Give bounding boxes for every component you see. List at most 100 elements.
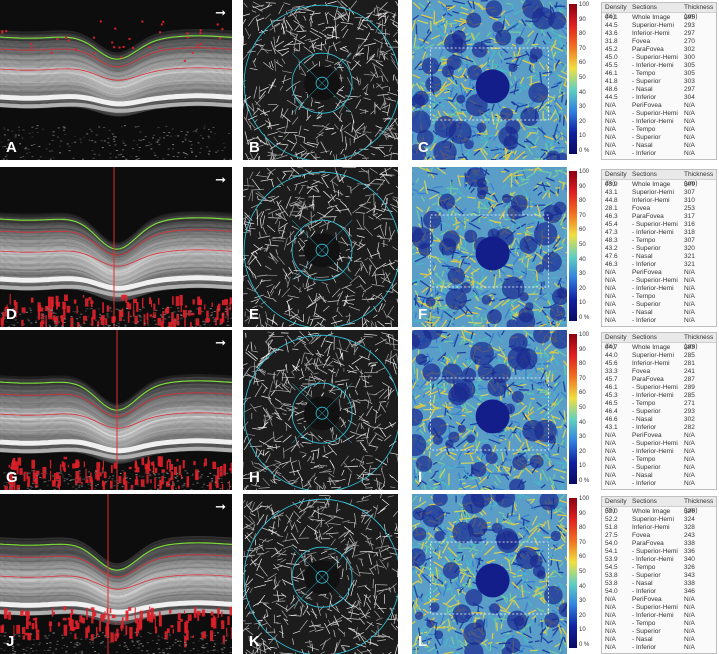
- panel-letter: K: [249, 633, 260, 650]
- colorbar-tick-label: 50: [579, 569, 586, 575]
- colorbar-tick-label: 0 %: [579, 478, 589, 484]
- colorbar-tick-label: 80: [579, 31, 586, 37]
- colorbar-tick-label: 0 %: [579, 148, 589, 154]
- colorbar-tick-label: 10: [579, 133, 586, 139]
- panel-letter: C: [418, 139, 429, 156]
- colorbar-tick-label: 100: [579, 496, 589, 502]
- colorbar-tick-label: 20: [579, 613, 586, 619]
- colorbar-tick-label: 40: [579, 420, 586, 426]
- scan-direction-arrow-icon: ➞: [215, 6, 226, 21]
- density-map-panel: F: [412, 167, 567, 327]
- density-map-image: [412, 494, 567, 654]
- colorbar-tick-label: 10: [579, 300, 586, 306]
- density-value: N/A: [605, 479, 629, 488]
- oct-bscan-panel: ➞J: [0, 494, 232, 654]
- density-value: N/A: [605, 149, 629, 158]
- oct-bscan-panel: ➞A: [0, 0, 232, 160]
- octa-angiogram-image: [243, 0, 398, 160]
- octa-angiogram-image: [243, 330, 398, 490]
- octa-angiogram-panel: H: [243, 330, 398, 490]
- scan-direction-arrow-icon: ➞: [215, 173, 226, 188]
- density-map-panel: L: [412, 494, 567, 654]
- colorbar-tick-label: 90: [579, 184, 586, 190]
- colorbar-tick-label: 50: [579, 242, 586, 248]
- oct-bscan-panel: ➞G: [0, 330, 232, 490]
- colorbar-tick-label: 10: [579, 463, 586, 469]
- octa-angiogram-panel: B: [243, 0, 398, 160]
- oct-bscan-image: [0, 330, 232, 490]
- colorbar-tick-label: 70: [579, 540, 586, 546]
- panel-letter: E: [249, 306, 259, 323]
- density-map-panel: C: [412, 0, 567, 160]
- colorbar-tick-label: 70: [579, 376, 586, 382]
- thickness-value: N/A: [684, 316, 712, 325]
- colorbar-tick-label: 70: [579, 46, 586, 52]
- density-colorbar: [569, 4, 577, 154]
- colorbar-tick-label: 40: [579, 257, 586, 263]
- density-colorbar: [569, 334, 577, 484]
- thickness-value: N/A: [684, 643, 712, 652]
- panel-letter: D: [6, 306, 17, 323]
- colorbar-tick-label: 100: [579, 332, 589, 338]
- oct-bscan-image: [0, 494, 232, 654]
- scan-direction-arrow-icon: ➞: [215, 336, 226, 351]
- colorbar-tick-label: 60: [579, 227, 586, 233]
- colorbar-tick-label: 30: [579, 434, 586, 440]
- colorbar-tick-label: 50: [579, 75, 586, 81]
- colorbar-tick-label: 80: [579, 525, 586, 531]
- colorbar-tick-label: 60: [579, 60, 586, 66]
- colorbar-tick-label: 100: [579, 169, 589, 175]
- panel-letter: F: [418, 306, 427, 323]
- density-value: N/A: [605, 316, 629, 325]
- colorbar-tick-label: 100: [579, 2, 589, 8]
- density-value: N/A: [605, 643, 629, 652]
- colorbar-tick-label: 80: [579, 198, 586, 204]
- colorbar-tick-label: 10: [579, 627, 586, 633]
- panel-letter: I: [418, 469, 422, 486]
- colorbar-tick-label: 50: [579, 405, 586, 411]
- colorbar-tick-label: 40: [579, 584, 586, 590]
- colorbar-tick-label: 90: [579, 511, 586, 517]
- thickness-value: N/A: [684, 479, 712, 488]
- scan-direction-arrow-icon: ➞: [215, 500, 226, 515]
- density-colorbar: [569, 498, 577, 648]
- colorbar-tick-label: 60: [579, 554, 586, 560]
- panel-letter: G: [6, 469, 18, 486]
- octa-angiogram-image: [243, 494, 398, 654]
- density-map-image: [412, 330, 567, 490]
- colorbar-tick-label: 70: [579, 213, 586, 219]
- thickness-value: N/A: [684, 149, 712, 158]
- colorbar-tick-label: 20: [579, 286, 586, 292]
- colorbar-tick-label: 0 %: [579, 315, 589, 321]
- density-map-panel: I: [412, 330, 567, 490]
- colorbar-tick-label: 80: [579, 361, 586, 367]
- colorbar-tick-label: 20: [579, 449, 586, 455]
- octa-angiogram-image: [243, 167, 398, 327]
- oct-bscan-panel: ➞D: [0, 167, 232, 327]
- oct-bscan-image: [0, 0, 232, 160]
- colorbar-tick-label: 90: [579, 17, 586, 23]
- oct-bscan-image: [0, 167, 232, 327]
- panel-letter: B: [249, 139, 260, 156]
- density-map-image: [412, 167, 567, 327]
- colorbar-tick-label: 30: [579, 271, 586, 277]
- panel-letter: J: [6, 633, 14, 650]
- panel-letter: L: [418, 633, 427, 650]
- colorbar-tick-label: 0 %: [579, 642, 589, 648]
- density-colorbar: [569, 171, 577, 321]
- panel-letter: H: [249, 469, 260, 486]
- octa-angiogram-panel: K: [243, 494, 398, 654]
- density-map-image: [412, 0, 567, 160]
- colorbar-tick-label: 30: [579, 104, 586, 110]
- colorbar-tick-label: 60: [579, 390, 586, 396]
